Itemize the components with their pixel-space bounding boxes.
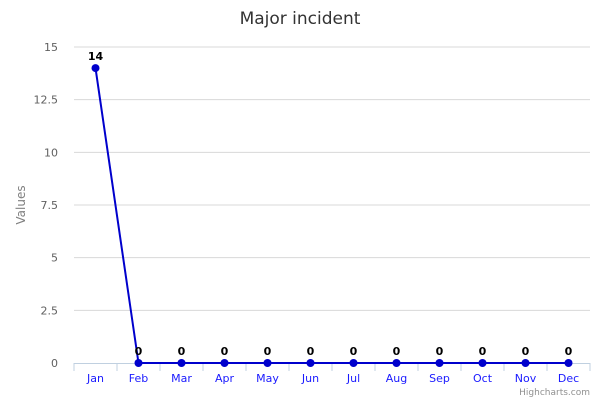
x-tick-label: Nov	[515, 372, 537, 385]
x-tick-label: Apr	[215, 372, 235, 385]
y-tick-label: 0	[51, 357, 58, 370]
data-point[interactable]	[306, 359, 315, 367]
data-label: 0	[479, 345, 487, 358]
x-tick-label: Feb	[129, 372, 148, 385]
gridlines	[74, 46, 590, 311]
x-tick-label: Aug	[386, 372, 407, 385]
y-axis-ticks: 0 2.5 5 7.5 10 12.5 15	[34, 41, 59, 370]
data-label: 0	[307, 345, 315, 358]
data-label: 0	[135, 345, 143, 358]
y-axis-label: Values	[14, 185, 28, 224]
data-point[interactable]	[521, 359, 530, 367]
y-tick-label: 12.5	[34, 94, 59, 107]
x-axis: Jan Feb Mar Apr May Jun Jul Aug Sep Oct Nov Dec	[73, 363, 591, 385]
data-label: 0	[350, 345, 358, 358]
x-tick-label: Sep	[429, 372, 450, 385]
data-label: 0	[565, 345, 573, 358]
x-tick-label: Oct	[473, 372, 493, 385]
data-point[interactable]	[435, 359, 444, 367]
chart-title: Major incident	[240, 9, 361, 29]
y-tick-label: 10	[44, 146, 58, 159]
x-tick-label: Mar	[171, 372, 192, 385]
y-tick-label: 7.5	[41, 199, 59, 212]
data-point[interactable]	[134, 359, 143, 367]
data-label: 0	[178, 345, 186, 358]
data-point[interactable]	[220, 359, 229, 367]
y-tick-label: 15	[44, 41, 58, 54]
data-point[interactable]	[392, 359, 401, 367]
data-label: 0	[393, 345, 401, 358]
credits-link[interactable]: Highcharts.com	[519, 388, 590, 398]
data-point[interactable]	[91, 64, 100, 73]
series-line	[94, 67, 569, 364]
data-point[interactable]	[349, 359, 358, 367]
x-tick-label: Jun	[301, 372, 319, 385]
data-label: 0	[221, 345, 229, 358]
data-label: 0	[264, 345, 272, 358]
series-group	[91, 64, 573, 367]
data-point[interactable]	[177, 359, 186, 367]
data-label: 14	[88, 50, 104, 63]
x-tick-label: May	[256, 372, 279, 385]
data-label: 0	[522, 345, 530, 358]
y-tick-label: 5	[51, 252, 58, 265]
x-tick-label: Jul	[346, 372, 360, 385]
data-labels: 14 0 0 0 0 0 0 0 0 0 0 0	[88, 50, 573, 358]
x-tick-label: Dec	[558, 372, 579, 385]
data-label: 0	[436, 345, 444, 358]
y-tick-label: 2.5	[41, 304, 59, 317]
data-point[interactable]	[263, 359, 272, 367]
x-tick-label: Jan	[86, 372, 104, 385]
data-point[interactable]	[478, 359, 487, 367]
data-point[interactable]	[564, 359, 573, 367]
